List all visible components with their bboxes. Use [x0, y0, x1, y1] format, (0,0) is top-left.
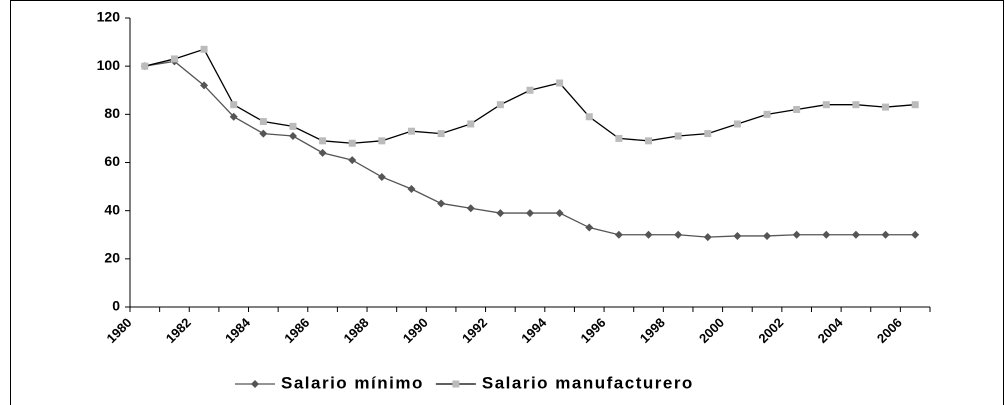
- point: [407, 127, 415, 135]
- x-tick-label: 1992: [459, 315, 490, 346]
- point: [674, 132, 682, 140]
- y-tick-label: 80: [104, 105, 120, 121]
- point: [793, 106, 801, 114]
- point: [377, 172, 386, 181]
- point: [230, 101, 238, 109]
- x-tick-label: 1988: [341, 315, 372, 346]
- point: [259, 129, 268, 138]
- point: [703, 233, 712, 242]
- point: [466, 204, 475, 213]
- point: [615, 134, 623, 142]
- y-tick-label: 40: [104, 201, 120, 217]
- x-tick-label: 2004: [815, 314, 847, 346]
- legend-marker: [452, 380, 460, 388]
- point: [170, 55, 178, 63]
- point: [585, 113, 593, 121]
- point: [437, 199, 446, 208]
- y-tick-label: 0: [112, 298, 120, 314]
- y-tick-label: 100: [97, 57, 121, 73]
- point: [851, 230, 860, 239]
- point: [585, 223, 594, 232]
- x-tick-label: 1998: [637, 315, 668, 346]
- y-tick-label: 20: [104, 250, 120, 266]
- point: [526, 86, 534, 94]
- point: [822, 230, 831, 239]
- point: [674, 230, 683, 239]
- x-tick-label: 1994: [518, 314, 550, 346]
- point: [200, 81, 209, 90]
- x-tick-label: 1996: [578, 315, 609, 346]
- point: [645, 137, 653, 145]
- point: [733, 120, 741, 128]
- legend-label: Salario mínimo: [281, 373, 424, 392]
- point: [319, 137, 327, 145]
- y-tick-label: 120: [97, 9, 121, 25]
- point: [911, 230, 920, 239]
- x-tick-label: 2006: [874, 315, 905, 346]
- point: [822, 101, 830, 109]
- x-tick-label: 1982: [163, 315, 194, 346]
- point: [614, 230, 623, 239]
- point: [437, 130, 445, 138]
- series-line: [144, 48, 916, 144]
- x-tick-label: 2002: [755, 315, 786, 346]
- x-tick-label: 1990: [400, 315, 431, 346]
- point: [348, 156, 357, 165]
- point: [911, 101, 919, 109]
- y-tick-label: 60: [104, 153, 120, 169]
- point: [763, 110, 771, 118]
- point: [526, 209, 534, 218]
- point: [881, 230, 890, 239]
- point: [200, 45, 208, 53]
- frame: [10, 0, 1004, 405]
- point: [141, 62, 149, 70]
- point: [852, 101, 860, 109]
- point: [704, 130, 712, 138]
- point: [467, 120, 475, 128]
- point: [229, 112, 238, 121]
- x-tick-label: 1986: [281, 315, 312, 346]
- point: [733, 231, 742, 240]
- legend-label: Salario manufacturero: [482, 373, 694, 392]
- point: [496, 101, 504, 109]
- point: [289, 122, 297, 130]
- point: [288, 132, 297, 141]
- point: [496, 209, 505, 218]
- point: [318, 148, 327, 157]
- point: [792, 230, 801, 239]
- x-tick-label: 1984: [222, 314, 254, 346]
- point: [556, 79, 564, 87]
- x-tick-label: 2000: [696, 315, 727, 346]
- point: [763, 231, 772, 240]
- point: [378, 137, 386, 145]
- legend-marker: [251, 380, 259, 388]
- point: [555, 209, 564, 218]
- point: [644, 230, 653, 239]
- point: [348, 139, 356, 147]
- point: [259, 118, 267, 126]
- point: [407, 184, 416, 193]
- x-tick-label: 1980: [103, 315, 134, 346]
- point: [882, 103, 890, 111]
